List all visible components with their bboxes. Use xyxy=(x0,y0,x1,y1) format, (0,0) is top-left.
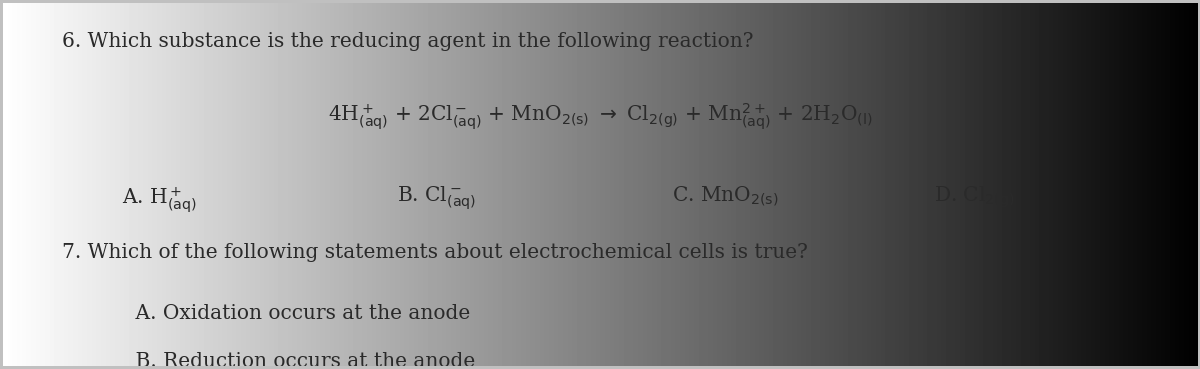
Text: 4H$^+_{\mathrm{(aq)}}$ + 2Cl$^-_{\mathrm{(aq)}}$ + MnO$_{\mathrm{2(s)}}$ $\right: 4H$^+_{\mathrm{(aq)}}$ + 2Cl$^-_{\mathrm… xyxy=(328,101,872,131)
Text: 7. Which of the following statements about electrochemical cells is true?: 7. Which of the following statements abo… xyxy=(62,243,809,262)
Text: A. Oxidation occurs at the anode: A. Oxidation occurs at the anode xyxy=(110,304,470,324)
Text: 6. Which substance is the reducing agent in the following reaction?: 6. Which substance is the reducing agent… xyxy=(62,32,754,51)
Text: A. H$^+_{\mathrm{(aq)}}$: A. H$^+_{\mathrm{(aq)}}$ xyxy=(122,184,197,214)
Text: D. Cl$_{\mathrm{2(g)}}$: D. Cl$_{\mathrm{2(g)}}$ xyxy=(935,184,1015,210)
Text: B. Cl$^-_{\mathrm{(aq)}}$: B. Cl$^-_{\mathrm{(aq)}}$ xyxy=(397,184,476,212)
Text: C. MnO$_{\mathrm{2(s)}}$: C. MnO$_{\mathrm{2(s)}}$ xyxy=(672,184,779,208)
Text: B. Reduction occurs at the anode: B. Reduction occurs at the anode xyxy=(110,352,475,369)
